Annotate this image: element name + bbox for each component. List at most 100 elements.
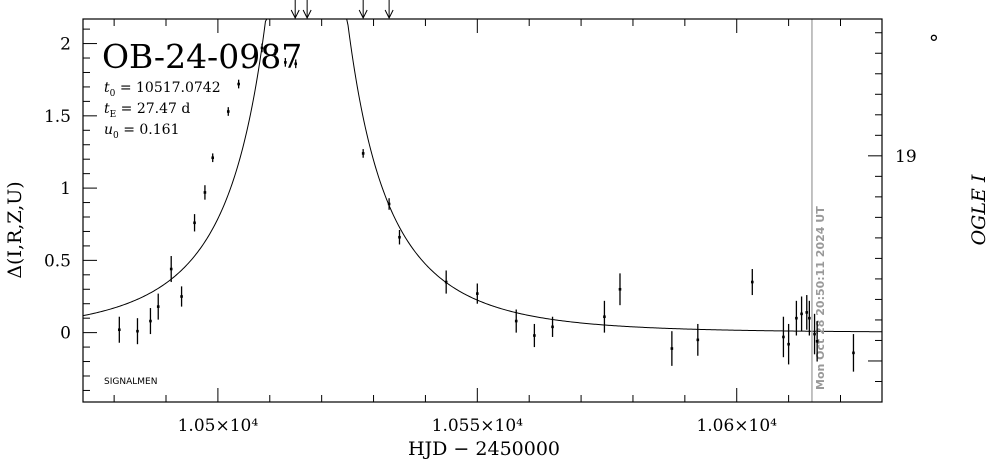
x-axis-label: HJD − 2450000 (408, 438, 560, 459)
data-marker (750, 280, 754, 284)
data-point (169, 256, 173, 283)
data-marker (361, 152, 365, 155)
data-point (118, 316, 121, 343)
model-curve (82, 18, 883, 333)
data-marker (813, 332, 816, 336)
data-point (514, 309, 518, 333)
y-tick-label: 0.5 (44, 251, 71, 271)
data-points-group (118, 34, 938, 372)
observation-arrow (358, 0, 368, 20)
observation-arrow (302, 0, 312, 20)
data-marker (203, 191, 207, 194)
data-marker (815, 339, 819, 343)
data-point (156, 293, 160, 320)
data-point (808, 300, 811, 336)
y-axis-ticks: 0 0.5 1 1.5 2 (44, 28, 97, 391)
data-marker (782, 335, 785, 339)
data-point (813, 313, 816, 355)
y-tick-label: 1.5 (44, 107, 71, 127)
data-point (476, 283, 479, 304)
data-point (361, 149, 365, 158)
data-point (226, 107, 230, 116)
data-marker (180, 295, 183, 298)
data-marker (284, 61, 287, 64)
right-axis-ticks: 1819 (868, 32, 917, 382)
data-marker (476, 292, 479, 295)
data-marker (551, 325, 554, 329)
data-point (444, 270, 448, 294)
data-point (533, 323, 536, 348)
data-point (273, 49, 277, 59)
data-marker (387, 202, 391, 206)
date-stamp: Mon Oct 28 20:50:11 2024 UT (814, 206, 827, 390)
y-tick-label: 2 (60, 35, 71, 55)
data-marker (444, 280, 448, 284)
y-axis-label: Δ(I,R,Z,U) (4, 181, 26, 278)
data-point (260, 43, 264, 53)
data-point (398, 230, 401, 245)
data-point (203, 185, 207, 200)
data-marker (808, 316, 811, 320)
data-point (180, 286, 183, 307)
data-marker (805, 311, 809, 314)
data-point (294, 59, 298, 69)
data-point (387, 198, 391, 210)
observation-arrow (384, 0, 394, 20)
data-marker (696, 338, 700, 342)
data-marker (136, 329, 139, 333)
data-marker (533, 334, 536, 337)
plot-frame (82, 18, 883, 403)
data-marker (294, 62, 298, 66)
data-point (696, 323, 700, 356)
observation-arrows (290, 0, 394, 20)
data-marker (273, 52, 277, 55)
data-marker (398, 235, 401, 239)
data-point (782, 316, 785, 358)
open-data-point (930, 34, 938, 41)
data-point (136, 318, 139, 345)
data-marker (852, 351, 855, 355)
parameter-line: t0 = 10517.0742 (104, 80, 221, 99)
data-point (805, 295, 809, 330)
plot-area-border (82, 18, 883, 403)
data-marker (149, 319, 152, 323)
data-marker (618, 287, 622, 291)
data-marker (514, 319, 518, 323)
data-point (211, 153, 215, 163)
right-axis-label: OGLE I (968, 174, 986, 245)
data-point (670, 331, 674, 366)
data-point (551, 316, 554, 337)
survey-label: SIGNALMEN (104, 377, 157, 387)
x-tick-label: 1.055×10⁴ (432, 416, 524, 436)
model-parameters: t0 = 10517.0742 tE = 27.47 d u0 = 0.161 (104, 80, 221, 141)
data-point (618, 273, 622, 306)
parameter-line: u0 = 0.161 (104, 122, 179, 141)
data-marker (193, 221, 196, 225)
data-marker (156, 305, 160, 308)
x-axis-ticks: 1.05×10⁴ 1.055×10⁴ 1.06×10⁴ (113, 19, 841, 436)
data-point (237, 79, 240, 89)
model-curve-group (82, 18, 883, 333)
data-point (750, 269, 754, 296)
data-marker (237, 82, 240, 86)
data-marker (800, 312, 803, 316)
arrow-head (384, 9, 394, 20)
data-marker (118, 328, 121, 332)
y-tick-label: 0 (60, 324, 71, 344)
right-tick-label: 19 (895, 147, 917, 167)
data-marker (211, 156, 215, 160)
y-tick-label: 1 (60, 179, 71, 199)
data-point (815, 321, 819, 362)
arrow-head (302, 9, 312, 20)
data-marker (260, 46, 264, 50)
data-point (193, 214, 196, 232)
x-tick-label: 1.05×10⁴ (178, 416, 259, 436)
data-point (284, 58, 287, 67)
arrow-head (290, 9, 300, 20)
parameter-line: tE = 27.47 d (104, 101, 190, 120)
data-marker (226, 110, 230, 113)
data-point (795, 300, 798, 336)
data-marker (169, 267, 173, 271)
